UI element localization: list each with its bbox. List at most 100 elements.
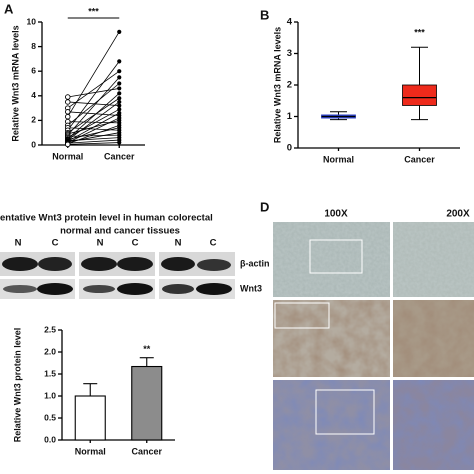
y-tick-label: 2 [31, 115, 36, 125]
y-axis-title: Relative Wnt3 protein level [12, 328, 22, 443]
y-tick-label: 4 [287, 17, 293, 28]
point [117, 123, 122, 128]
y-tick-label: 0.0 [44, 434, 56, 444]
point [117, 99, 122, 105]
point [117, 115, 122, 121]
panel-label: B [260, 7, 269, 22]
pair-line [67, 139, 120, 144]
pair-line [67, 127, 120, 140]
point [117, 140, 122, 145]
pair-line [67, 77, 120, 136]
pair-line [67, 111, 120, 116]
band [83, 285, 115, 293]
bar [131, 365, 163, 441]
band [161, 257, 195, 271]
lane-label: N [15, 238, 22, 249]
texture [393, 222, 474, 297]
point [64, 99, 71, 105]
band [162, 284, 194, 294]
band [196, 283, 232, 295]
box [402, 84, 437, 106]
y-tick-label: 3 [287, 48, 292, 59]
texture [273, 300, 390, 377]
sig-label: *** [88, 6, 99, 16]
point [117, 29, 122, 34]
point [117, 103, 122, 108]
band [117, 257, 153, 271]
texture [273, 380, 390, 470]
zoom-box [315, 389, 375, 435]
texture [393, 380, 474, 470]
band [3, 285, 37, 293]
pair-line [67, 31, 120, 117]
point [117, 86, 122, 91]
texture [273, 222, 390, 297]
point [117, 81, 122, 86]
x-tick-label: Normal [52, 151, 83, 161]
pair-line [67, 108, 120, 138]
band [197, 259, 231, 271]
y-axis-title: Relative Wnt3 mRNA levels [272, 27, 282, 143]
x-tick-label: Cancer [104, 151, 135, 161]
y-tick-label: 4 [31, 90, 36, 100]
x-tick-label: Normal [75, 446, 106, 456]
point [64, 94, 71, 100]
band [81, 257, 117, 271]
y-tick-label: 1.0 [44, 390, 56, 400]
pair-line [67, 61, 120, 131]
blot-title: normal and cancer tissues [60, 226, 180, 237]
band [117, 283, 153, 295]
zoom-box [274, 302, 330, 329]
y-tick-label: 0 [31, 139, 36, 149]
pair-line [67, 117, 120, 143]
texture [393, 300, 474, 377]
bar [74, 395, 106, 441]
y-tick-label: 1.5 [44, 368, 56, 378]
panel-label: A [4, 1, 14, 16]
band [38, 257, 72, 271]
band [2, 257, 38, 271]
point [117, 91, 122, 96]
y-tick-label: 6 [31, 65, 36, 75]
lane-label: C [210, 238, 217, 249]
blot-rows [0, 252, 235, 299]
blot-title: entative Wnt3 protein level in human col… [0, 213, 213, 224]
row-label: Wnt3 [240, 283, 262, 293]
point [117, 130, 122, 135]
pair-line [67, 124, 120, 145]
sig-label: ** [143, 344, 151, 354]
y-axis-title: Relative Wnt3 mRNA levels [10, 25, 20, 141]
pair-line [67, 93, 120, 140]
y-tick-label: 1 [287, 111, 293, 122]
point [64, 141, 71, 148]
y-tick-label: 0.5 [44, 412, 56, 422]
pair-line [67, 101, 120, 141]
y-tick-label: 2 [287, 80, 292, 91]
y-tick-label: 0 [287, 143, 292, 154]
pair-line [67, 112, 120, 142]
pair-line [67, 134, 120, 137]
column-label: 100X [324, 209, 348, 220]
point [117, 110, 122, 116]
sig-label: *** [414, 28, 425, 38]
row-label: β-actin [240, 258, 270, 268]
column-label: 200X [446, 209, 470, 220]
panel-label: D [260, 199, 269, 214]
lane-label: C [132, 238, 139, 249]
x-tick-label: Normal [323, 154, 354, 164]
point [117, 75, 122, 80]
y-tick-label: 8 [31, 41, 36, 51]
band [37, 283, 73, 295]
lane-label: C [52, 238, 59, 249]
y-tick-label: 10 [27, 16, 37, 26]
micrographs [273, 222, 474, 470]
pair-line [67, 88, 120, 98]
point [64, 109, 71, 115]
y-tick-label: 2.5 [44, 324, 56, 334]
point [117, 96, 122, 101]
x-tick-label: Cancer [404, 154, 435, 164]
lane-label: N [97, 238, 104, 249]
point [117, 69, 122, 74]
point [64, 113, 71, 120]
